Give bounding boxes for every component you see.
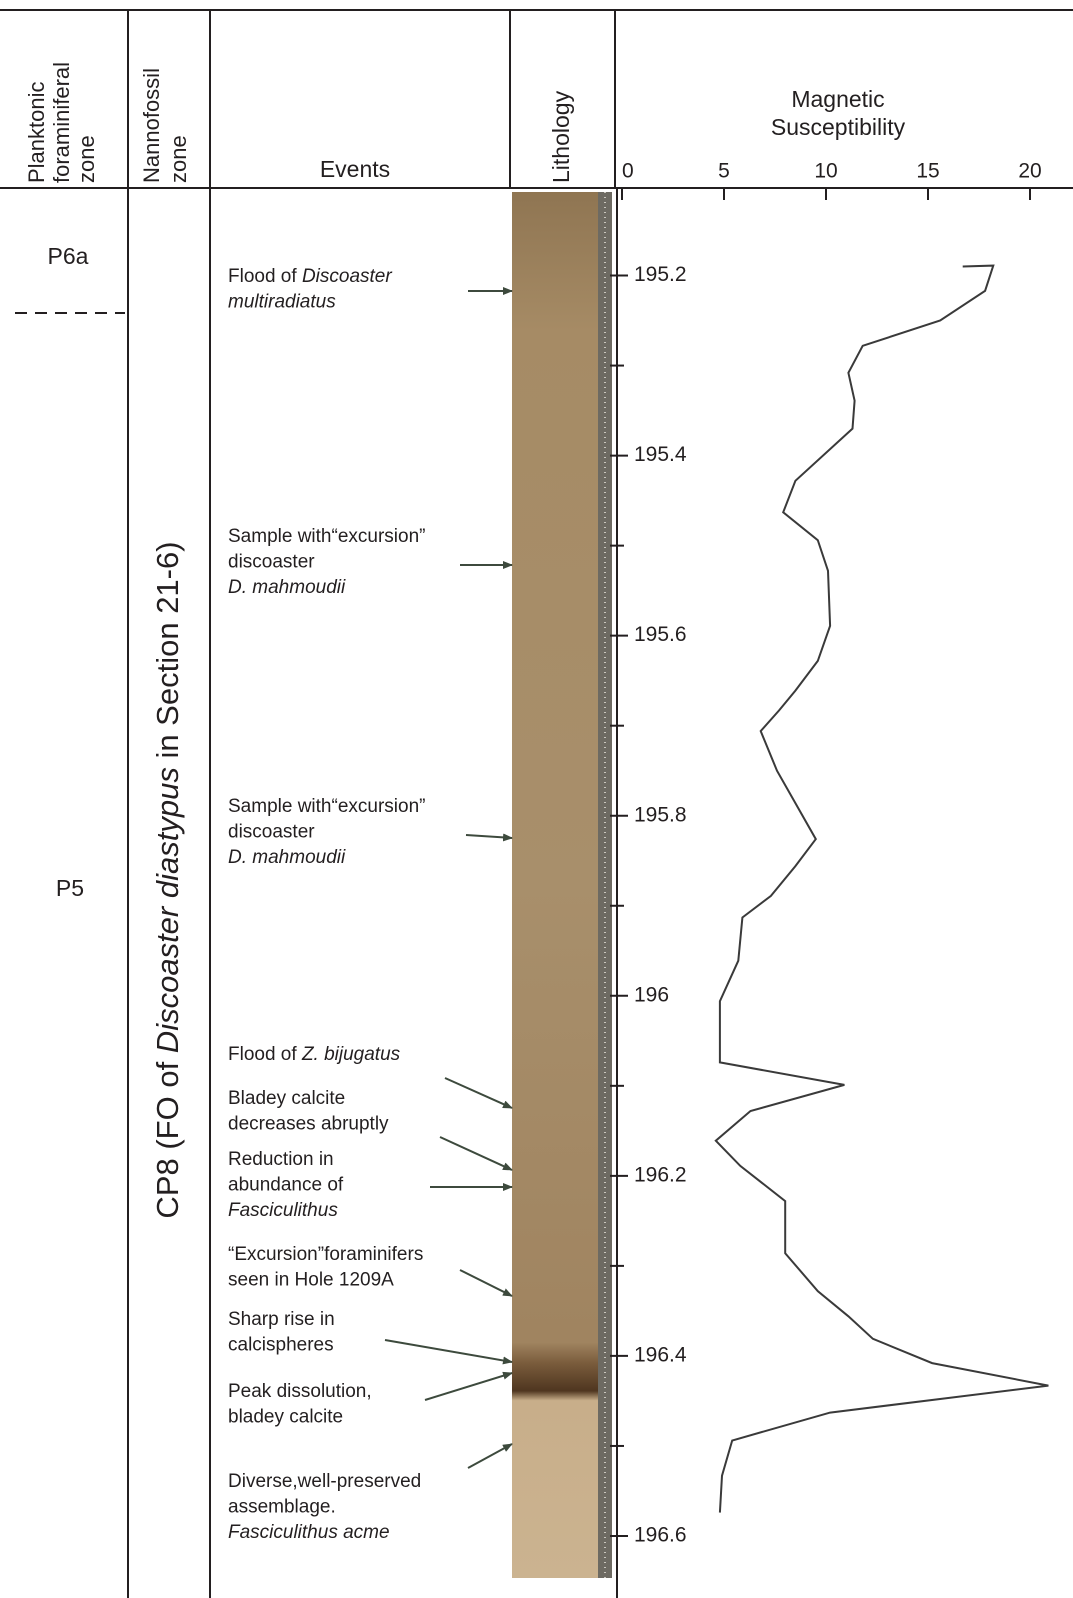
chart-title: Susceptibility — [771, 114, 906, 140]
table-frame — [0, 9, 1073, 1598]
event-text-part: Reduction in — [228, 1149, 334, 1170]
y-tick-label: 195.2 — [634, 263, 687, 286]
event-text-part: Fasciculithus acme — [228, 1522, 390, 1543]
event-text-part: calcispheres — [228, 1335, 334, 1356]
event-text-part: discoaster — [228, 552, 315, 573]
y-tick-label: 195.6 — [634, 623, 687, 646]
event-text-part: Z. bijugatus — [301, 1044, 401, 1065]
event-arrow — [384, 1339, 513, 1365]
zone-label-part: in Section 21-6) — [150, 541, 185, 767]
zone-label-part: CP8 (FO of — [150, 1053, 185, 1218]
event-text-part: Bladey calcite — [228, 1088, 345, 1109]
event-text: D. mahmoudii — [228, 847, 346, 868]
event-text-part: “Excursion”foraminifers — [228, 1244, 423, 1265]
zone-label-part: Discoaster diastypus — [150, 767, 185, 1053]
event-text: Reduction in — [228, 1149, 334, 1170]
event-text-part: Sample with“excursion” — [228, 526, 425, 547]
event-text: Bladey calcite — [228, 1088, 345, 1109]
x-tick-label: 10 — [814, 160, 837, 183]
event-text-part: Discoaster — [302, 266, 392, 287]
y-tick-label: 196.6 — [634, 1524, 687, 1547]
header-label: foraminiferal — [49, 62, 74, 183]
event-text-part: multiradiatus — [228, 292, 336, 313]
content: Planktonic foraminiferal zone Nannofossil zo… — [24, 62, 1073, 1598]
event-text: calcispheres — [228, 1335, 334, 1356]
event-text: seen in Hole 1209A — [228, 1270, 394, 1291]
event-text: Flood of Discoaster — [228, 266, 392, 287]
event-text-part: D. mahmoudii — [228, 577, 346, 598]
y-tick-label: 195.4 — [634, 443, 687, 466]
header-label: Nannofossil — [139, 68, 164, 183]
event-text: assemblage. — [228, 1497, 336, 1518]
event-text-part: seen in Hole 1209A — [228, 1270, 394, 1291]
event-text: Peak dissolution, — [228, 1381, 372, 1402]
event-text-part: assemblage. — [228, 1497, 336, 1518]
event-text-part: discoaster — [228, 822, 315, 843]
event-arrow — [439, 1136, 513, 1171]
event-text: Fasciculithus — [228, 1200, 338, 1221]
event-text: “Excursion”foraminifers — [228, 1244, 423, 1265]
zone-label: P6a — [48, 243, 89, 269]
event-text-part: Diverse,well-preserved — [228, 1471, 421, 1492]
header-label: Planktonic — [24, 81, 49, 183]
event-text: bladey calcite — [228, 1407, 343, 1428]
event-text: Sample with“excursion” — [228, 796, 425, 817]
x-tick-label: 15 — [916, 160, 939, 183]
chart-title: Magnetic — [791, 86, 884, 112]
x-tick-label: 20 — [1018, 160, 1041, 183]
event-text-part: abundance of — [228, 1175, 344, 1196]
event-text: Fasciculithus acme — [228, 1522, 390, 1543]
event-arrow — [467, 1443, 513, 1469]
zone-label: P5 — [56, 875, 84, 901]
event-text-part: Peak dissolution, — [228, 1381, 372, 1402]
x-tick-label: 0 — [622, 160, 634, 183]
event-text-part: Sharp rise in — [228, 1309, 335, 1330]
event-text: Sample with“excursion” — [228, 526, 425, 547]
event-text-part: bladey calcite — [228, 1407, 343, 1428]
event-text-part: Fasciculithus — [228, 1200, 338, 1221]
header-label: Lithology — [548, 90, 574, 183]
event-text: Sharp rise in — [228, 1309, 335, 1330]
y-tick-label: 196 — [634, 983, 669, 1006]
event-text-part: D. mahmoudii — [228, 847, 346, 868]
event-arrow — [465, 833, 513, 842]
event-text: abundance of — [228, 1175, 344, 1196]
event-text: D. mahmoudii — [228, 577, 346, 598]
event-text: discoaster — [228, 552, 315, 573]
event-text-part: decreases abruptly — [228, 1114, 389, 1135]
x-tick-label: 5 — [718, 160, 730, 183]
event-text: Diverse,well-preserved — [228, 1471, 421, 1492]
event-text: decreases abruptly — [228, 1114, 389, 1135]
header-label: Events — [320, 156, 390, 182]
susceptibility-line — [714, 264, 1049, 1513]
header-label: zone — [74, 135, 99, 183]
y-tick-label: 196.2 — [634, 1163, 687, 1186]
event-text: Flood of Z. bijugatus — [228, 1044, 401, 1065]
event-text-part: Flood of — [228, 266, 302, 287]
event-arrow — [459, 1269, 513, 1297]
event-text-part: Flood of — [228, 1044, 302, 1065]
lithology-core — [512, 192, 612, 1578]
zone-label: CP8 (FO of Discoaster diastypus in Secti… — [150, 541, 185, 1218]
event-arrow — [444, 1077, 513, 1109]
y-tick-label: 195.8 — [634, 803, 687, 826]
event-arrow — [424, 1371, 513, 1401]
header-label: zone — [166, 135, 191, 183]
event-text: multiradiatus — [228, 292, 336, 313]
event-text-part: Sample with“excursion” — [228, 796, 425, 817]
y-tick-label: 196.4 — [634, 1343, 687, 1366]
event-text: discoaster — [228, 822, 315, 843]
